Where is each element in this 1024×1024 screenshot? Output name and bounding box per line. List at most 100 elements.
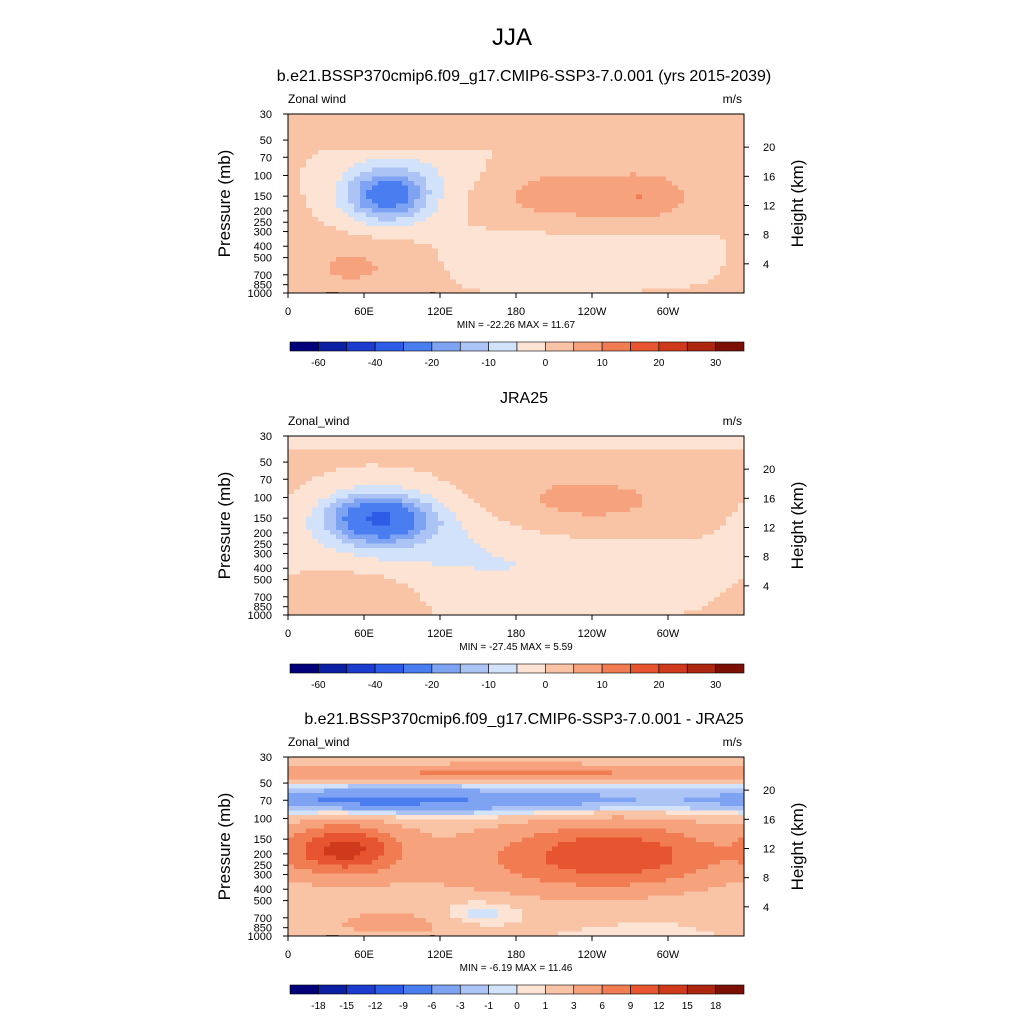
field-cell — [672, 449, 679, 455]
field-cell — [402, 284, 409, 290]
field-cell — [522, 181, 529, 187]
field-cell — [702, 172, 709, 178]
field-cell — [378, 167, 385, 173]
field-cell — [522, 172, 529, 178]
field-cell — [462, 212, 469, 218]
field-cell — [312, 185, 319, 191]
field-cell — [504, 288, 511, 294]
field-cell — [336, 225, 343, 231]
field-cell — [354, 512, 361, 518]
field-cell — [696, 279, 703, 285]
field-cell — [450, 199, 457, 205]
field-cell — [672, 167, 679, 173]
field-cell — [624, 476, 631, 482]
field-cell — [606, 216, 613, 222]
field-cell — [552, 471, 559, 477]
field-cell — [384, 485, 391, 491]
field-cell — [378, 516, 385, 522]
field-cell — [522, 136, 529, 142]
field-cell — [384, 127, 391, 133]
field-cell — [432, 176, 439, 182]
field-cell — [396, 194, 403, 200]
field-cell — [342, 449, 349, 455]
field-cell — [690, 440, 697, 446]
field-cell — [402, 194, 409, 200]
field-cell — [312, 529, 319, 536]
field-cell — [648, 149, 655, 155]
field-cell — [570, 252, 577, 258]
field-cell — [552, 212, 559, 218]
field-cell — [456, 471, 463, 477]
field-cell — [438, 158, 445, 164]
field-cell — [378, 275, 385, 281]
field-cell — [372, 449, 379, 455]
field-cell — [570, 516, 577, 522]
field-cell — [486, 243, 493, 249]
field-cell — [432, 485, 439, 491]
field-cell — [312, 449, 319, 455]
field-cell — [288, 543, 295, 549]
field-cell — [672, 199, 679, 205]
field-cell — [516, 507, 523, 513]
field-cell — [306, 512, 313, 518]
field-cell — [726, 154, 733, 160]
field-cell — [438, 279, 445, 285]
field-cell — [354, 185, 361, 191]
field-cell — [354, 449, 361, 455]
field-cell — [636, 458, 643, 464]
field-cell — [528, 239, 535, 245]
field-cell — [336, 190, 343, 196]
field-cell — [462, 158, 469, 164]
field-cell — [408, 199, 415, 205]
field-cell — [588, 436, 595, 442]
field-cell — [300, 140, 307, 146]
field-cell — [606, 512, 613, 518]
field-cell — [552, 538, 559, 544]
field-cell — [618, 512, 625, 518]
field-cell — [516, 176, 523, 182]
field-cell — [570, 136, 577, 142]
field-cell — [708, 525, 715, 531]
field-cell — [462, 485, 469, 491]
field-cell — [444, 158, 451, 164]
field-cell — [714, 149, 721, 155]
field-cell — [492, 270, 499, 276]
field-cell — [720, 534, 727, 540]
field-cell — [708, 476, 715, 482]
field-cell — [492, 453, 499, 459]
field-cell — [456, 239, 463, 245]
field-cell — [546, 476, 553, 482]
field-cell — [708, 243, 715, 249]
field-cell — [450, 239, 457, 245]
field-cell — [498, 270, 505, 276]
field-cell — [372, 252, 379, 258]
field-cell — [522, 485, 529, 491]
field-cell — [564, 118, 571, 124]
field-cell — [420, 190, 427, 196]
field-cell — [714, 288, 721, 294]
field-cell — [396, 163, 403, 169]
field-cell — [306, 444, 313, 451]
field-cell — [300, 154, 307, 160]
field-cell — [522, 512, 529, 518]
field-cell — [648, 471, 655, 477]
field-cell — [582, 207, 589, 214]
field-cell — [708, 266, 715, 272]
field-cell — [300, 185, 307, 191]
field-cell — [420, 136, 427, 142]
field-cell — [660, 163, 667, 169]
field-cell — [642, 471, 649, 477]
field-cell — [408, 525, 415, 531]
field-cell — [336, 140, 343, 146]
field-cell — [630, 122, 637, 129]
field-cell — [630, 149, 637, 155]
field-cell — [294, 212, 301, 218]
field-cell — [546, 216, 553, 222]
field-cell — [564, 436, 571, 442]
field-cell — [576, 471, 583, 477]
field-cell — [426, 185, 433, 191]
field-cell — [408, 458, 415, 464]
field-cell — [330, 543, 337, 549]
field-cell — [420, 176, 427, 182]
field-cell — [456, 158, 463, 164]
